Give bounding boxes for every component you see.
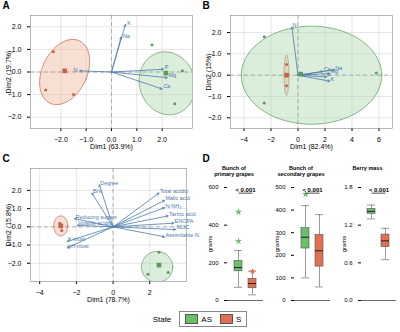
html-text:AS: AS bbox=[201, 314, 212, 324]
svg-text:2: 2 bbox=[148, 289, 152, 296]
svg-text:Tartric acid: Tartric acid bbox=[169, 211, 196, 217]
svg-text:Berry mass: Berry mass bbox=[353, 165, 383, 171]
svg-text:P: P bbox=[327, 71, 331, 78]
svg-text:−2.0: −2.0 bbox=[208, 114, 222, 121]
svg-text:Dim1 (63.9%): Dim1 (63.9%) bbox=[90, 143, 133, 151]
svg-text:Bunch ofsecondary grapes: Bunch ofsecondary grapes bbox=[277, 165, 324, 177]
svg-text:Dim1 (82.4%): Dim1 (82.4%) bbox=[290, 143, 333, 151]
svg-text:N: N bbox=[74, 67, 78, 73]
svg-text:Total acidity: Total acidity bbox=[160, 188, 189, 194]
html-text:S: S bbox=[236, 314, 242, 324]
svg-text:B: B bbox=[203, 0, 210, 11]
svg-text:Ca: Ca bbox=[163, 83, 171, 89]
svg-text:Assimilable N: Assimilable N bbox=[165, 232, 198, 238]
svg-text:grams: grams bbox=[341, 236, 347, 253]
svg-text:N-NH₃: N-NH₃ bbox=[165, 203, 181, 209]
svg-text:Volatile acidity: Volatile acidity bbox=[78, 220, 113, 226]
svg-text:0.0: 0.0 bbox=[12, 68, 22, 75]
svg-text:0: 0 bbox=[296, 136, 300, 144]
svg-text:Mg: Mg bbox=[168, 72, 176, 78]
svg-text:300: 300 bbox=[275, 230, 286, 236]
svg-text:200: 200 bbox=[208, 260, 219, 266]
svg-text:C: C bbox=[3, 153, 10, 164]
svg-text:4: 4 bbox=[350, 136, 354, 143]
svg-text:grams: grams bbox=[274, 236, 280, 253]
svg-text:2.0: 2.0 bbox=[157, 136, 167, 143]
svg-text:1.0: 1.0 bbox=[12, 46, 22, 53]
svg-text:2.0: 2.0 bbox=[12, 23, 22, 30]
svg-text:0.0: 0.0 bbox=[212, 71, 222, 78]
svg-text:−2.0: −2.0 bbox=[8, 113, 22, 120]
svg-text:pH must: pH must bbox=[68, 243, 89, 249]
svg-text:K: K bbox=[330, 76, 334, 82]
svg-text:0: 0 bbox=[282, 297, 286, 303]
svg-text:−1.0: −1.0 bbox=[7, 241, 22, 249]
svg-text:−1.0: −1.0 bbox=[7, 90, 22, 98]
svg-text:Na: Na bbox=[123, 33, 131, 39]
svg-text:2: 2 bbox=[323, 136, 327, 144]
svg-text:Dim2 (15.8%): Dim2 (15.8%) bbox=[5, 204, 13, 247]
html-text:State: State bbox=[152, 314, 172, 324]
svg-text:K must: K must bbox=[68, 236, 86, 242]
svg-text:−1.0: −1.0 bbox=[79, 136, 94, 144]
svg-text:−2: −2 bbox=[267, 136, 275, 143]
svg-text:1.0: 1.0 bbox=[132, 136, 142, 143]
svg-text:0.0: 0.0 bbox=[344, 297, 353, 303]
svg-text:400: 400 bbox=[275, 207, 286, 213]
svg-text:0: 0 bbox=[215, 297, 219, 303]
svg-text:0: 0 bbox=[111, 289, 115, 297]
svg-text:2.0: 2.0 bbox=[12, 187, 22, 194]
svg-text:Reducing sugars: Reducing sugars bbox=[75, 214, 117, 220]
svg-text:−1.0: −1.0 bbox=[208, 93, 222, 100]
svg-text:< 0.001: < 0.001 bbox=[235, 187, 256, 193]
svg-text:δ13C: δ13C bbox=[176, 224, 189, 230]
svg-text:Dim2 (15%): Dim2 (15%) bbox=[205, 54, 213, 91]
svg-text:1.0: 1.0 bbox=[212, 50, 222, 57]
svg-text:grams: grams bbox=[207, 236, 213, 253]
svg-text:0.6: 0.6 bbox=[344, 260, 353, 266]
svg-text:Na: Na bbox=[335, 64, 343, 71]
svg-text:N: N bbox=[293, 22, 297, 28]
svg-text:Degree: Degree bbox=[100, 180, 118, 186]
svg-text:< 0.001: < 0.001 bbox=[302, 187, 323, 193]
svg-text:−2: −2 bbox=[72, 289, 80, 296]
svg-text:400: 400 bbox=[208, 222, 219, 228]
svg-text:Ca: Ca bbox=[323, 66, 331, 72]
svg-text:200: 200 bbox=[275, 252, 286, 259]
svg-text:P: P bbox=[165, 64, 169, 70]
svg-text:1.8: 1.8 bbox=[344, 184, 353, 190]
svg-text:Brix: Brix bbox=[93, 188, 103, 194]
svg-text:Dim1 (78.7%): Dim1 (78.7%) bbox=[87, 296, 130, 304]
svg-text:−4: −4 bbox=[36, 289, 44, 296]
svg-text:0.0: 0.0 bbox=[106, 136, 117, 144]
svg-text:A: A bbox=[3, 0, 10, 11]
svg-text:< 0.001: < 0.001 bbox=[369, 187, 390, 193]
svg-text:−2.0: −2.0 bbox=[54, 136, 68, 143]
svg-text:Malic acid: Malic acid bbox=[165, 195, 189, 201]
svg-text:600: 600 bbox=[208, 184, 219, 190]
svg-text:−4: −4 bbox=[240, 136, 248, 143]
svg-text:Dim2 (19.7%): Dim2 (19.7%) bbox=[5, 51, 13, 94]
svg-text:Bunch ofprimary grapes: Bunch ofprimary grapes bbox=[214, 165, 254, 177]
svg-text:1.2: 1.2 bbox=[344, 222, 353, 228]
svg-text:0.0: 0.0 bbox=[12, 223, 22, 230]
svg-text:6: 6 bbox=[377, 136, 381, 143]
svg-text:K: K bbox=[127, 20, 131, 26]
svg-text:100: 100 bbox=[275, 275, 286, 281]
svg-text:2.0: 2.0 bbox=[212, 29, 222, 36]
svg-text:Mg: Mg bbox=[330, 68, 338, 74]
svg-text:D: D bbox=[203, 153, 210, 164]
svg-text:−2.0: −2.0 bbox=[8, 260, 22, 267]
svg-text:ENOPA: ENOPA bbox=[175, 218, 194, 224]
svg-text:500: 500 bbox=[275, 184, 286, 190]
svg-text:1.0: 1.0 bbox=[12, 205, 22, 212]
